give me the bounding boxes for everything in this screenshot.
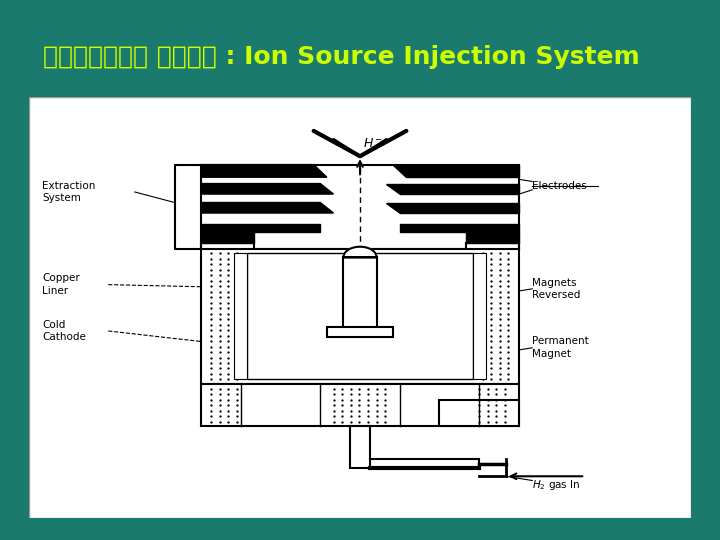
Polygon shape [400,224,519,232]
Text: Cold: Cold [42,320,66,329]
Text: Extraction: Extraction [42,181,96,191]
Polygon shape [201,184,333,194]
Polygon shape [393,165,519,177]
Text: Reversed: Reversed [532,290,580,300]
Text: System: System [42,193,81,203]
Bar [350,426,370,468]
Text: Permanent: Permanent [532,336,589,347]
Text: Cathode: Cathode [42,332,86,342]
Polygon shape [201,224,320,232]
Bar [472,253,486,380]
Bar [234,253,248,380]
Polygon shape [466,232,519,242]
Text: $H_2$ gas In: $H_2$ gas In [532,478,581,492]
Bar [343,257,377,329]
Bar [248,253,472,380]
Polygon shape [201,165,327,177]
Bar [201,249,519,383]
Bar [439,401,519,426]
Text: Copper: Copper [42,273,80,284]
Text: Electrodes: Electrodes [532,181,587,191]
Polygon shape [201,232,254,242]
Bar [201,383,519,426]
Polygon shape [201,202,333,213]
Text: Liner: Liner [42,286,68,296]
Polygon shape [387,184,519,194]
Text: Magnet: Magnet [532,349,571,359]
Polygon shape [387,202,519,213]
Text: 사이클로트론의 작동원리 : Ion Source Injection System: 사이클로트론의 작동원리 : Ion Source Injection Syst… [43,45,640,69]
Text: Magnets: Magnets [532,278,577,287]
Text: $H^-$: $H^-$ [364,137,384,150]
Polygon shape [343,247,377,257]
Bar [327,327,393,338]
